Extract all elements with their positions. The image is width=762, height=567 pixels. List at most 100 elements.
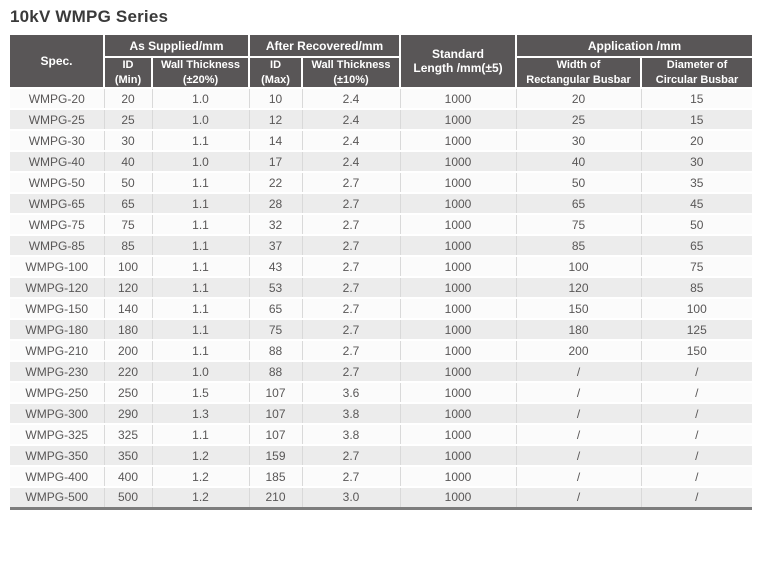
value-cell: / (515, 445, 642, 467)
table-row: WMPG-30 30 1.1 14 2.4 1000 30 20 (10, 130, 753, 152)
value-cell: 50 (103, 172, 152, 194)
value-cell: 107 (248, 403, 303, 425)
value-cell: 75 (248, 319, 303, 341)
value-cell: / (515, 466, 642, 488)
value-cell: 14 (248, 130, 303, 152)
value-cell: 50 (640, 214, 753, 236)
value-cell: 2.7 (301, 172, 401, 194)
value-cell: 107 (248, 382, 303, 404)
value-cell: 2.7 (301, 466, 401, 488)
value-cell: 500 (103, 487, 152, 509)
value-cell: 2.7 (301, 361, 401, 383)
spec-cell: WMPG-300 (10, 403, 104, 425)
value-cell: 1.1 (151, 235, 250, 257)
value-cell: 1000 (399, 487, 517, 509)
value-cell: / (640, 424, 753, 446)
value-cell: 43 (248, 256, 303, 278)
value-cell: 1000 (399, 424, 517, 446)
value-cell: 1.1 (151, 298, 250, 320)
value-cell: 75 (640, 256, 753, 278)
value-cell: 1.1 (151, 193, 250, 215)
page-title: 10kV WMPG Series (10, 7, 169, 26)
col-header-id-max: ID (Max) (248, 57, 304, 89)
value-cell: 1000 (399, 445, 517, 467)
value-cell: 10 (248, 88, 303, 110)
spec-cell: WMPG-120 (10, 277, 104, 299)
value-cell: 2.4 (301, 151, 401, 173)
value-cell: 1.0 (151, 151, 250, 173)
value-cell: 100 (103, 256, 152, 278)
value-cell: 75 (103, 214, 152, 236)
value-cell: 250 (103, 382, 152, 404)
value-cell: 1.2 (151, 466, 250, 488)
value-cell: 15 (640, 109, 753, 131)
value-cell: 150 (515, 298, 642, 320)
table-header: Spec. As Supplied/mm After Recovered/mm … (10, 35, 753, 89)
value-cell: 125 (640, 319, 753, 341)
value-cell: 1.0 (151, 88, 250, 110)
value-cell: 88 (248, 340, 303, 362)
value-cell: 25 (515, 109, 642, 131)
value-cell: 35 (640, 172, 753, 194)
value-cell: / (640, 361, 753, 383)
value-cell: 1000 (399, 340, 517, 362)
value-cell: 180 (103, 319, 152, 341)
spec-cell: WMPG-250 (10, 382, 104, 404)
value-cell: 40 (515, 151, 642, 173)
value-cell: 1000 (399, 109, 517, 131)
col-header-wall-thickness-20: Wall Thickness (±20%) (150, 57, 251, 89)
table-row: WMPG-250 250 1.5 107 3.6 1000// (10, 382, 753, 404)
value-cell: 45 (640, 193, 753, 215)
value-cell: 75 (515, 214, 642, 236)
value-cell: 85 (640, 277, 753, 299)
value-cell: 30 (103, 130, 152, 152)
value-cell: 1.1 (151, 130, 250, 152)
spec-table-body: WMPG-20 20 1.0 10 2.4 1000 20 15 WMPG-25 25 1.0 12 2… (10, 88, 753, 509)
value-cell: 1.1 (151, 424, 250, 446)
value-cell: / (640, 487, 753, 509)
value-cell: 3.8 (301, 403, 401, 425)
value-cell: 1000 (399, 403, 517, 425)
value-cell: / (515, 361, 642, 383)
spec-cell: WMPG-20 (10, 88, 104, 110)
value-cell: 50 (515, 172, 642, 194)
value-cell: 1.0 (151, 109, 250, 131)
value-cell: 1.2 (151, 487, 250, 509)
value-cell: 30 (640, 151, 753, 173)
value-cell: 1000 (399, 361, 517, 383)
value-cell: / (640, 445, 753, 467)
value-cell: 1000 (399, 193, 517, 215)
value-cell: 1.1 (151, 319, 250, 341)
table-row: WMPG-325 325 1.1 107 3.8 1000// (10, 424, 753, 446)
table-row: WMPG-150 140 1.1 65 2.7 1000 150 100 (10, 298, 753, 320)
table-row: WMPG-25 25 1.0 12 2.4 1000 25 15 (10, 109, 753, 131)
col-header-spec: Spec. (10, 35, 105, 89)
value-cell: 32 (248, 214, 303, 236)
value-cell: 220 (103, 361, 152, 383)
table-row: WMPG-75 75 1.1 32 2.7 1000 75 50 (10, 214, 753, 236)
value-cell: 350 (103, 445, 152, 467)
value-cell: 65 (640, 235, 753, 257)
value-cell: 65 (103, 193, 152, 215)
value-cell: 1.1 (151, 214, 250, 236)
value-cell: 140 (103, 298, 152, 320)
value-cell: 1000 (399, 214, 517, 236)
value-cell: / (640, 382, 753, 404)
value-cell: 2.7 (301, 235, 401, 257)
value-cell: 17 (248, 151, 303, 173)
value-cell: 20 (103, 88, 152, 110)
value-cell: 12 (248, 109, 303, 131)
table-row: WMPG-100 100 1.1 43 2.7 1000 100 75 (10, 256, 753, 278)
value-cell: 15 (640, 88, 753, 110)
value-cell: 120 (103, 277, 152, 299)
table-row: WMPG-500 500 1.2 210 3.0 1000// (10, 487, 753, 509)
spec-cell: WMPG-65 (10, 193, 104, 215)
value-cell: 1.2 (151, 445, 250, 467)
value-cell: 2.4 (301, 88, 401, 110)
value-cell: 2.7 (301, 319, 401, 341)
value-cell: 200 (103, 340, 152, 362)
value-cell: 1000 (399, 172, 517, 194)
value-cell: 1000 (399, 466, 517, 488)
table-row: WMPG-230 220 1.0 88 2.7 1000// (10, 361, 753, 383)
value-cell: 1000 (399, 88, 517, 110)
